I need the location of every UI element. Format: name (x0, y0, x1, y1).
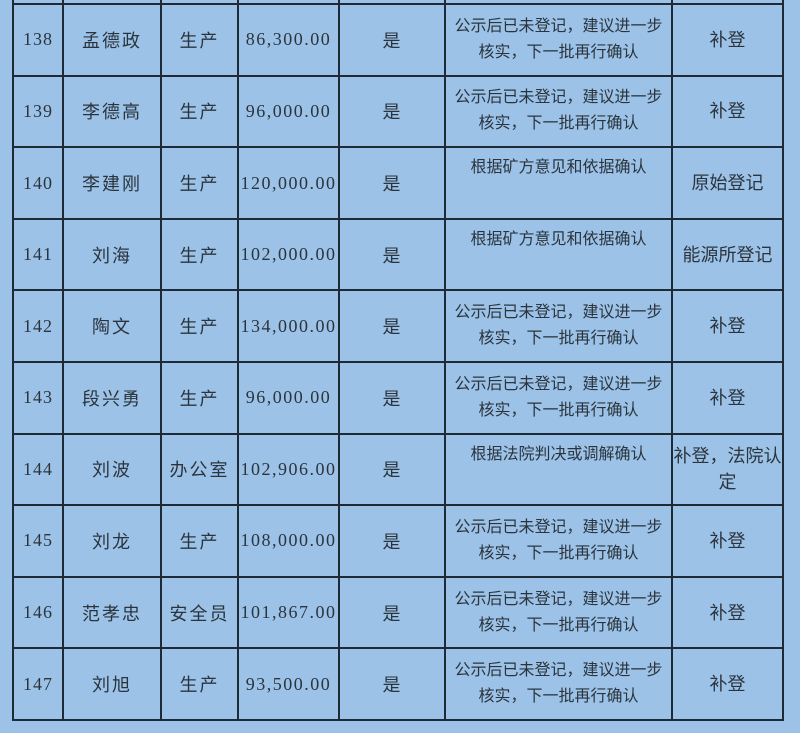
cell-amount: 96,000.00 (237, 361, 340, 435)
cell-confirmed: 是 (338, 432, 446, 507)
cell-name: 范孝忠 (62, 575, 162, 650)
cell-amount: 120,000.00 (237, 146, 340, 220)
cell-no: 140 (12, 146, 64, 220)
cropped-cell-amount (237, 0, 340, 6)
cropped-row-sliver (12, 0, 784, 6)
cell-status: 补登 (671, 289, 784, 363)
cell-amount: 102,906.00 (237, 432, 340, 507)
cell-name: 刘龙 (62, 504, 162, 578)
cell-no: 144 (12, 432, 64, 507)
cell-confirmed: 是 (338, 217, 446, 292)
cell-position: 生产 (160, 3, 239, 77)
cell-confirmed: 是 (338, 289, 446, 363)
cell-remark: 公示后已未登记，建议进一步 核实，下一批再行确认 (444, 361, 673, 435)
cell-amount: 102,000.00 (237, 217, 340, 292)
cell-remark: 公示后已未登记，建议进一步 核实，下一批再行确认 (444, 504, 673, 578)
cell-status: 补登 (671, 575, 784, 650)
cell-remark: 根据矿方意见和依据确认 (444, 146, 673, 220)
cell-position: 生产 (160, 146, 239, 220)
table-row: 139 李德高 生产 96,000.00 是公示后已未登记，建议进一步 核实，下一批再行… (12, 74, 784, 149)
table-row: 146 范孝忠 安全员 101,867.00 是公示后已未登记，建议进一步 核实，下一批… (12, 575, 784, 650)
cell-position: 安全员 (160, 575, 239, 650)
cell-confirmed: 是 (338, 3, 446, 77)
cell-position: 生产 (160, 647, 239, 721)
cropped-cell-confirmed (338, 0, 446, 6)
cell-status: 补登 (671, 504, 784, 578)
cell-name: 段兴勇 (62, 361, 162, 435)
cell-name: 李德高 (62, 74, 162, 149)
table-row: 145 刘龙 生产 108,000.00 是公示后已未登记，建议进一步 核实，下一批再行… (12, 504, 784, 578)
table-row: 144 刘波 办公室 102,906.00 是根据法院判决或调解确认 补登，法院认 定 (12, 432, 784, 507)
cropped-cell-name (62, 0, 162, 6)
cell-name: 刘海 (62, 217, 162, 292)
cell-position: 生产 (160, 217, 239, 292)
cell-name: 刘旭 (62, 647, 162, 721)
table-row: 141 刘海 生产 102,000.00 是根据矿方意见和依据确认 能源所登记 (12, 217, 784, 292)
cell-no: 146 (12, 575, 64, 650)
cell-position: 生产 (160, 504, 239, 578)
cell-position: 生产 (160, 361, 239, 435)
cell-remark: 公示后已未登记，建议进一步 核实，下一批再行确认 (444, 74, 673, 149)
cell-status: 补登 (671, 361, 784, 435)
cell-amount: 86,300.00 (237, 3, 340, 77)
cell-name: 陶文 (62, 289, 162, 363)
table-row: 143 段兴勇 生产 96,000.00 是公示后已未登记，建议进一步 核实，下一批再行… (12, 361, 784, 435)
cell-no: 145 (12, 504, 64, 578)
cell-amount: 101,867.00 (237, 575, 340, 650)
cell-status: 补登 (671, 74, 784, 149)
table-row: 140 李建刚 生产 120,000.00 是根据矿方意见和依据确认 原始登记 (12, 146, 784, 220)
cell-amount: 96,000.00 (237, 74, 340, 149)
cropped-cell-remark (444, 0, 673, 6)
table-row: 147 刘旭 生产 93,500.00 是公示后已未登记，建议进一步 核实，下一批再行确… (12, 647, 784, 721)
cell-amount: 93,500.00 (237, 647, 340, 721)
cell-remark: 公示后已未登记，建议进一步 核实，下一批再行确认 (444, 575, 673, 650)
cell-position: 生产 (160, 289, 239, 363)
cell-no: 142 (12, 289, 64, 363)
cropped-cell-position (160, 0, 239, 6)
cell-name: 李建刚 (62, 146, 162, 220)
cell-status: 补登，法院认 定 (671, 432, 784, 507)
cell-remark: 公示后已未登记，建议进一步 核实，下一批再行确认 (444, 647, 673, 721)
cell-status: 补登 (671, 3, 784, 77)
cell-status: 能源所登记 (671, 217, 784, 292)
cell-remark: 公示后已未登记，建议进一步 核实，下一批再行确认 (444, 289, 673, 363)
cell-amount: 134,000.00 (237, 289, 340, 363)
cell-remark: 根据法院判决或调解确认 (444, 432, 673, 507)
cell-confirmed: 是 (338, 575, 446, 650)
cell-remark: 根据矿方意见和依据确认 (444, 217, 673, 292)
cell-no: 147 (12, 647, 64, 721)
cell-no: 141 (12, 217, 64, 292)
table-row: 138 孟德政 生产 86,300.00 是公示后已未登记，建议进一步 核实，下一批再行… (12, 3, 784, 77)
cell-confirmed: 是 (338, 504, 446, 578)
cell-confirmed: 是 (338, 74, 446, 149)
cell-no: 138 (12, 3, 64, 77)
cropped-cell-status (671, 0, 784, 6)
cell-amount: 108,000.00 (237, 504, 340, 578)
cell-status: 补登 (671, 647, 784, 721)
cell-confirmed: 是 (338, 361, 446, 435)
table-row: 142 陶文 生产 134,000.00 是公示后已未登记，建议进一步 核实，下一批再行… (12, 289, 784, 363)
cropped-cell-no (12, 0, 64, 6)
cell-remark: 公示后已未登记，建议进一步 核实，下一批再行确认 (444, 3, 673, 77)
cell-name: 刘波 (62, 432, 162, 507)
cell-position: 生产 (160, 74, 239, 149)
cell-confirmed: 是 (338, 146, 446, 220)
compensation-table: 138 孟德政 生产 86,300.00 是公示后已未登记，建议进一步 核实，下一批再行… (12, 0, 784, 721)
cell-no: 139 (12, 74, 64, 149)
cell-name: 孟德政 (62, 3, 162, 77)
cell-status: 原始登记 (671, 146, 784, 220)
cell-no: 143 (12, 361, 64, 435)
cell-position: 办公室 (160, 432, 239, 507)
cell-confirmed: 是 (338, 647, 446, 721)
